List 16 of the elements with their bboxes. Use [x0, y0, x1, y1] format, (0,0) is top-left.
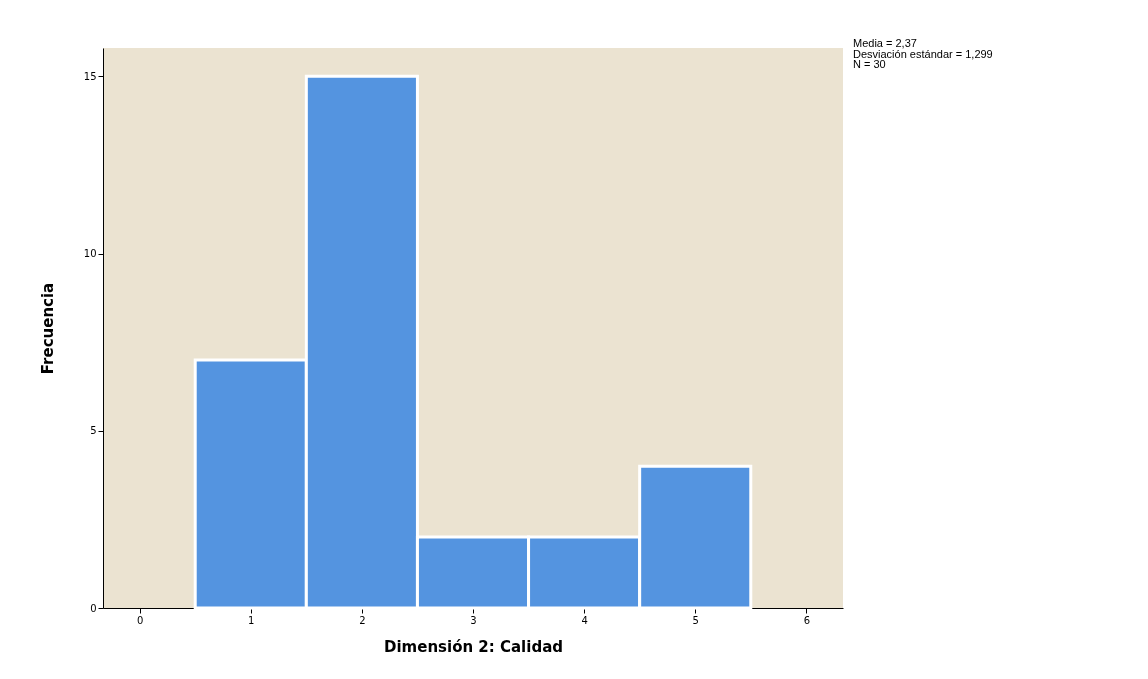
- x-tick-label: 4: [581, 614, 588, 626]
- y-tick-label: 0: [90, 602, 97, 614]
- text: N = 30: [853, 58, 886, 70]
- x-tick-label: 6: [803, 614, 811, 626]
- x-tick-label: 2: [359, 614, 366, 626]
- y-axis-title: Frecuencia: [38, 282, 57, 375]
- text: Desviación estándar = 1,299: [853, 47, 993, 60]
- y-tick-label: 15: [83, 70, 97, 82]
- y-tick-label: 10: [83, 248, 97, 260]
- x-axis-title: Dimensión 2: Calidad: [383, 637, 564, 656]
- x-tick-label: 0: [136, 614, 144, 626]
- x-tick-label: 1: [248, 614, 255, 626]
- x-tick-label: 3: [470, 614, 477, 626]
- text: Media = 2,37: [853, 37, 917, 49]
- x-tick-label: 5: [692, 614, 699, 626]
- y-tick-label: 5: [90, 425, 97, 437]
